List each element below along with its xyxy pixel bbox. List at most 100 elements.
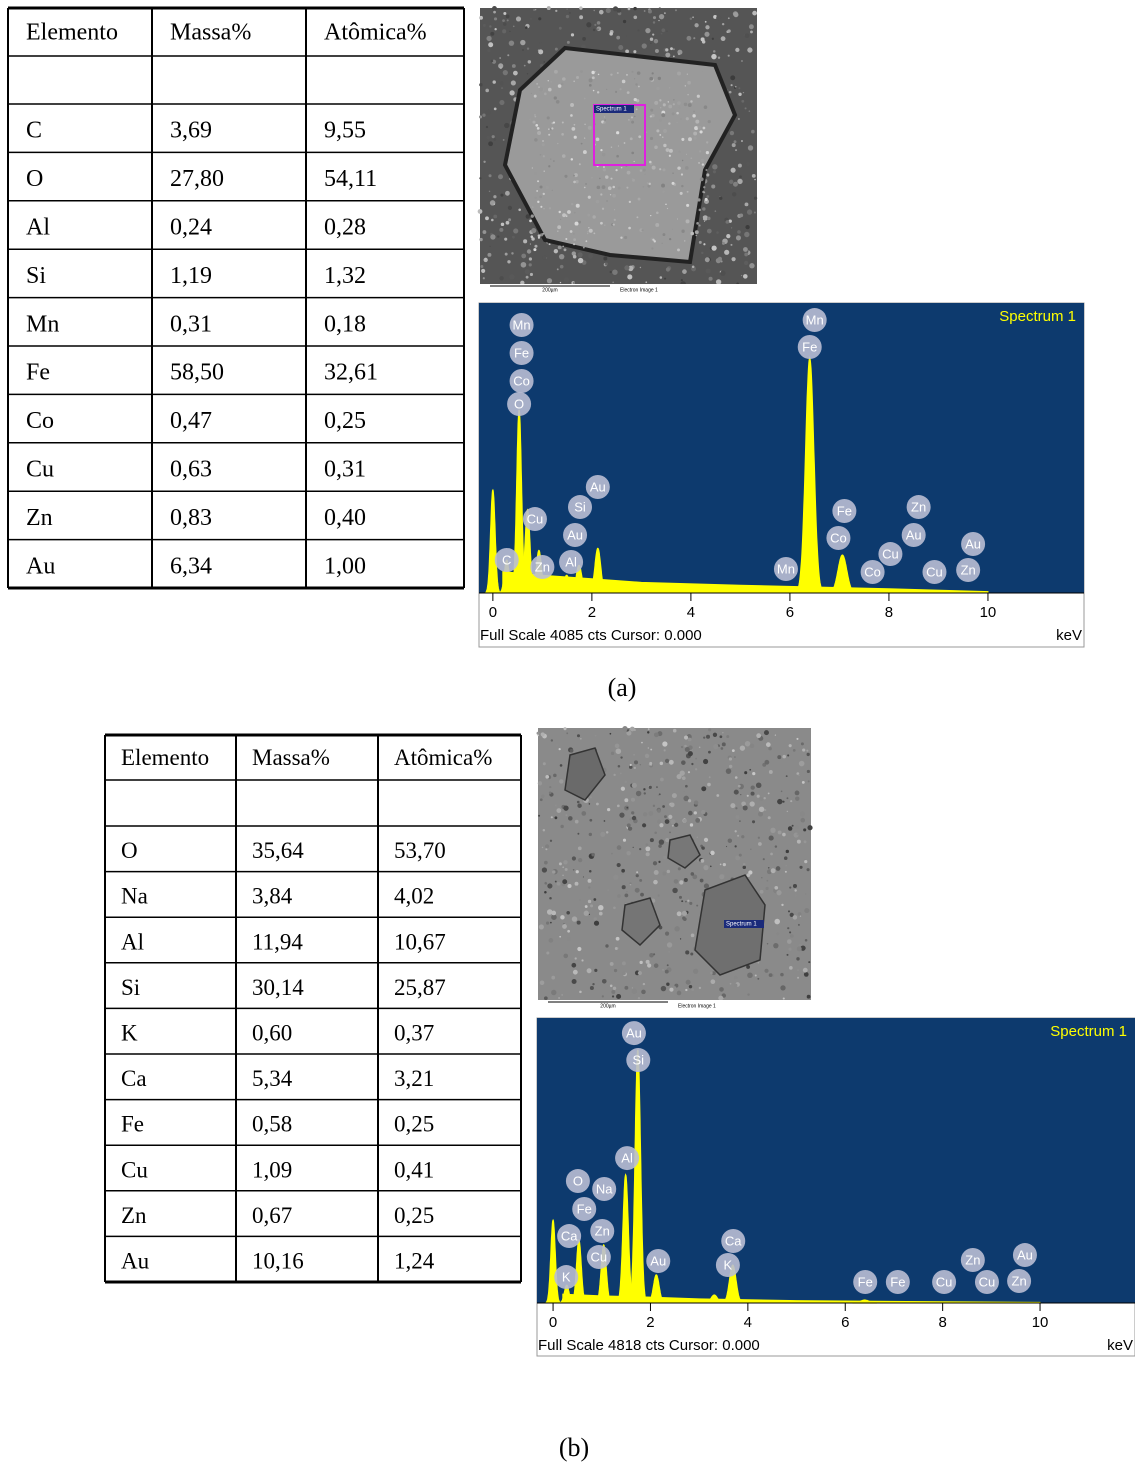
sem-grain [758, 842, 762, 846]
sem-grain [680, 279, 683, 282]
sem-grain [537, 234, 541, 238]
sem-grain [639, 847, 642, 851]
sem-grain [509, 274, 515, 280]
sem-grain [653, 879, 658, 885]
sem-grain [554, 880, 557, 883]
sem-grain [796, 737, 799, 740]
sem-grain [629, 726, 635, 732]
sem-grain [800, 817, 806, 823]
sem-grain [620, 871, 624, 876]
sem-grain [490, 31, 495, 36]
peak-label: Co [830, 530, 847, 545]
sem-grain [577, 803, 582, 808]
sem-grain [642, 982, 646, 986]
sem-grain [583, 186, 586, 189]
table-cell: 0,63 [170, 457, 212, 483]
peak-label-marker [565, 1169, 590, 1194]
sem-grain [768, 973, 773, 978]
sem-grain [541, 846, 544, 849]
sem-grain [662, 741, 668, 747]
sem-grain [641, 43, 647, 49]
sem-grain [577, 257, 584, 264]
sem-grain [653, 963, 659, 968]
sem-grain [605, 175, 609, 179]
sem-grain [672, 172, 674, 174]
sem-grain [537, 734, 540, 737]
table-cell: 9,55 [324, 118, 366, 144]
sem-grain [571, 916, 578, 922]
sem-grain [614, 90, 618, 93]
sem-grain [645, 846, 651, 852]
sem-grain [662, 233, 666, 237]
sem-strip [538, 1000, 811, 1009]
sem-grain [782, 754, 787, 759]
sem-grain [645, 959, 650, 964]
peak-label-marker [585, 475, 610, 500]
sem-grain [642, 168, 646, 172]
peak-label-marker [567, 495, 592, 520]
sem-grain [569, 230, 573, 233]
sem-grain [523, 239, 528, 244]
sem-grain [617, 145, 619, 147]
sem-grain [742, 865, 747, 870]
peak-label: Na [596, 1181, 613, 1196]
sem-grain [788, 947, 792, 951]
sem-grain [794, 889, 797, 892]
sem-grain [671, 824, 674, 827]
sem-grain [656, 86, 660, 91]
sem-grain [733, 789, 739, 795]
sem-grain [639, 763, 642, 766]
sem-grain [669, 802, 675, 808]
sem-grain [721, 241, 725, 245]
sem-grain [528, 257, 533, 261]
sem-grain [725, 768, 732, 774]
table-cell: Co [26, 408, 54, 434]
sem-grain [706, 195, 710, 198]
sem-grain [686, 203, 690, 207]
sem-grain [669, 987, 674, 992]
table-cell: 0,58 [252, 1112, 292, 1137]
peak-label-marker [1007, 1268, 1032, 1293]
sem-grain [744, 252, 748, 257]
sem-grain [695, 234, 698, 237]
sem-grain [679, 770, 685, 776]
sem-grain [563, 277, 570, 283]
sem-grain [719, 735, 723, 739]
x-tick-label: 0 [549, 1314, 557, 1331]
sem-grain [638, 135, 642, 139]
sem-grain [687, 751, 693, 757]
sem-image [536, 726, 813, 1001]
sem-grain [572, 969, 578, 975]
sem-grain [624, 798, 629, 803]
sem-grain [661, 242, 663, 244]
peak-label-marker [592, 1177, 617, 1202]
sem-grain [573, 211, 576, 214]
sem-grain [665, 837, 670, 843]
sem-grain [755, 782, 762, 789]
sem-grain [685, 107, 690, 111]
sem-grain [578, 228, 580, 230]
sem-grain [636, 871, 639, 874]
table-header: Atômica% [324, 20, 427, 46]
sem-grain [800, 945, 806, 951]
sem-grain [701, 846, 705, 850]
sem-grain [662, 190, 665, 193]
sem-grain [629, 137, 633, 141]
sem-grain [695, 817, 701, 823]
sem-grain [566, 40, 570, 44]
sem-grain [617, 894, 621, 898]
peak-label: Mn [513, 317, 531, 332]
table-cell: O [26, 166, 43, 192]
peak-label-marker [522, 507, 547, 532]
sem-grain [579, 899, 581, 901]
sem-grain [551, 989, 557, 996]
sem-grain [635, 790, 642, 797]
sem-grain [534, 9, 537, 11]
sem-grain [663, 749, 666, 752]
sem-grain [765, 886, 769, 891]
sem-grain [739, 820, 741, 822]
sem-grain [534, 196, 537, 200]
sem-grain [789, 912, 794, 917]
sem-grain [704, 20, 707, 23]
table-cell: Cu [121, 1157, 148, 1182]
